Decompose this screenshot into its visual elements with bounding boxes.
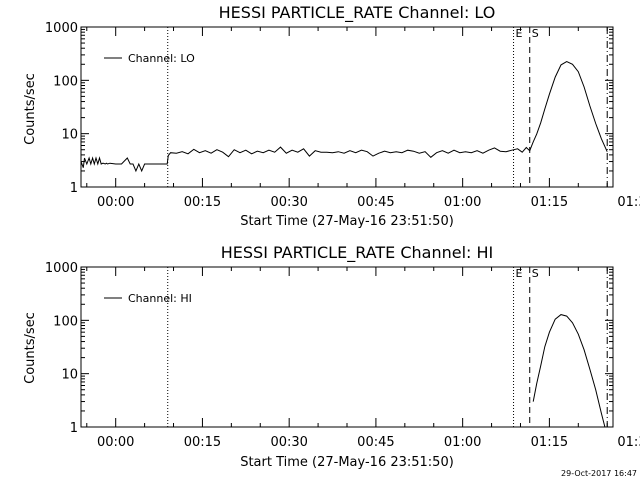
plot-frame	[80, 26, 614, 188]
x-tick-label: 00:45	[357, 195, 394, 210]
x-tick-label: 00:15	[184, 435, 221, 450]
chart-title: HESSI PARTICLE_RATE Channel: LO	[219, 3, 496, 23]
x-tick-label: 01:30	[617, 435, 640, 450]
y-tick-label: 1	[70, 421, 78, 436]
y-tick-label: 100	[53, 314, 78, 329]
x-tick-label: 00:45	[357, 435, 394, 450]
x-tick-label: 00:00	[97, 195, 134, 210]
plot-frame	[80, 266, 614, 428]
x-axis-label: Start Time (27-May-16 23:51:50)	[240, 455, 454, 470]
legend-label: Channel: LO	[128, 52, 195, 65]
x-tick-label: 00:30	[270, 195, 307, 210]
marker-label: E	[516, 27, 523, 40]
legend: Channel: HI	[104, 292, 192, 305]
x-axis-label: Start Time (27-May-16 23:51:50)	[240, 214, 454, 229]
footer-timestamp: 29-Oct-2017 16:47	[561, 469, 637, 478]
series-line	[532, 314, 606, 428]
x-tick-label: 01:00	[444, 195, 481, 210]
legend: Channel: LO	[104, 52, 195, 65]
x-tick-label: 00:00	[97, 435, 134, 450]
x-tick-label: 01:30	[617, 195, 640, 210]
chart-hi: HESSI PARTICLE_RATE Channel: HI Counts/s…	[23, 243, 640, 470]
y-axis-label: Counts/sec	[23, 73, 38, 145]
y-tick-label: 100	[53, 74, 78, 89]
y-tick-label: 10	[61, 368, 78, 383]
x-tick-label: 00:30	[270, 435, 307, 450]
y-tick-label: 1000	[45, 261, 78, 276]
chart-lo: HESSI PARTICLE_RATE Channel: LO Counts/s…	[23, 3, 640, 229]
x-tick-label: 01:00	[444, 435, 481, 450]
marker-label: S	[532, 267, 539, 280]
y-tick-label: 10	[61, 128, 78, 143]
x-tick-label: 00:15	[184, 195, 221, 210]
legend-label: Channel: HI	[128, 292, 192, 305]
marker-label: E	[516, 267, 523, 280]
y-tick-label: 1	[70, 181, 78, 196]
x-tick-label: 01:15	[531, 435, 568, 450]
x-tick-label: 01:15	[531, 195, 568, 210]
series-line	[80, 61, 608, 173]
y-axis-label: Counts/sec	[23, 312, 38, 384]
chart-title: HESSI PARTICLE_RATE Channel: HI	[221, 243, 494, 263]
marker-label: S	[532, 27, 539, 40]
y-tick-label: 1000	[45, 21, 78, 36]
